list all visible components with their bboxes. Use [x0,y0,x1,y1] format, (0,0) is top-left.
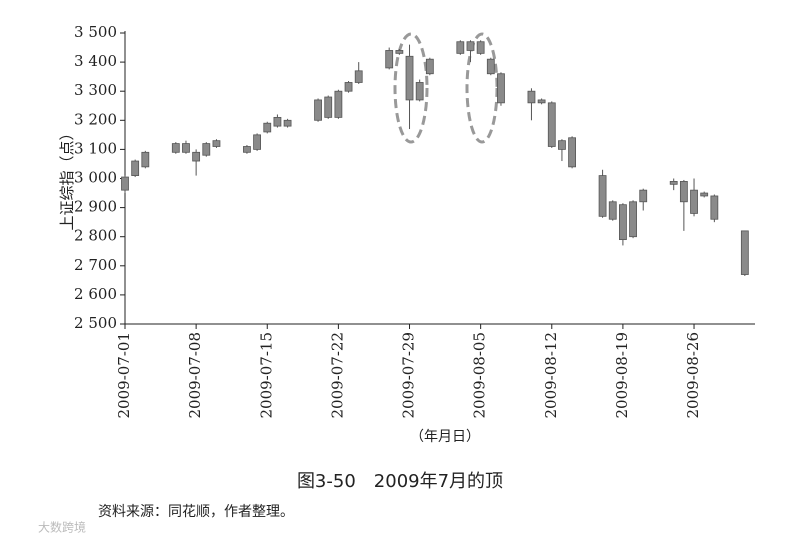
x-tick-label: 2009-08-12 [542,332,560,418]
candle-body [619,204,627,241]
candle-body [243,146,251,153]
candle-body [740,230,749,275]
candle-body [527,90,536,104]
candle-body [182,143,190,153]
candle-body [476,41,485,54]
candle-body [497,73,505,104]
candle-body [639,189,648,203]
candle-body [537,99,546,104]
highlight-ellipse [393,32,429,144]
x-tick-label: 2009-07-15 [257,332,275,418]
candle-body [263,122,272,133]
candle-body [314,99,322,121]
candle-body [141,151,150,168]
candle-body [608,201,617,220]
candle-body [273,116,282,127]
candle-body [171,143,180,153]
candle-body [405,55,414,101]
candle-body [558,140,566,150]
watermark: 大数跨境 [38,520,86,535]
highlight-ellipse [465,32,499,144]
candle-body [415,82,424,101]
x-tick-label: 2009-07-22 [328,332,346,418]
x-tick-label: 2009-07-08 [186,332,204,418]
y-tick-label: 2 700 [74,256,117,274]
y-tick-label: 2 800 [74,227,117,245]
candle-body [568,137,576,168]
x-tick-label: 2009-08-19 [613,332,631,418]
candle-body [425,58,434,75]
candle-body [385,50,394,69]
candle-body [354,70,363,83]
candle-body [679,181,688,203]
candle-body [253,134,261,150]
candle-body [324,96,333,118]
candle-body [547,102,556,147]
y-tick-label: 2 600 [74,285,117,303]
y-tick-label: 2 900 [74,198,117,216]
candle-body [690,189,698,214]
candle-body [486,58,495,75]
x-tick-label: 2009-07-01 [115,332,133,418]
candle-body [334,90,343,118]
chart-title: 图3-50 2009年7月的顶 [297,471,503,492]
y-tick-label: 2 500 [74,314,117,332]
candle-body [466,41,475,51]
x-tick-label: 2009-08-26 [684,332,702,418]
y-tick-label: 3 400 [74,52,117,70]
candle-body [131,160,140,176]
y-tick-label: 3 000 [74,169,117,187]
candle-body [344,82,353,92]
x-axis-label: （年月日） [410,429,480,445]
candle-body [669,181,678,185]
y-tick-label: 3 100 [74,139,117,157]
y-tick-label: 3 200 [74,110,117,128]
x-tick-label: 2009-08-05 [471,332,489,418]
y-tick-label: 3 500 [74,23,117,41]
candle-body [395,50,404,54]
source-note: 资料来源：同花顺，作者整理。 [98,504,294,520]
candle-body [192,151,201,162]
y-axis-label: 上证综指（点） [58,125,76,230]
candle-body [700,192,709,197]
candle-body [629,201,637,238]
candle-body [121,176,129,191]
candle-body [710,195,719,220]
candle-body [202,143,211,156]
candle-body [456,41,465,54]
x-tick-label: 2009-07-29 [400,332,418,418]
candle-body [598,175,607,217]
y-tick-label: 3 300 [74,81,117,99]
candle-body [212,140,221,147]
candle-body [283,119,292,127]
